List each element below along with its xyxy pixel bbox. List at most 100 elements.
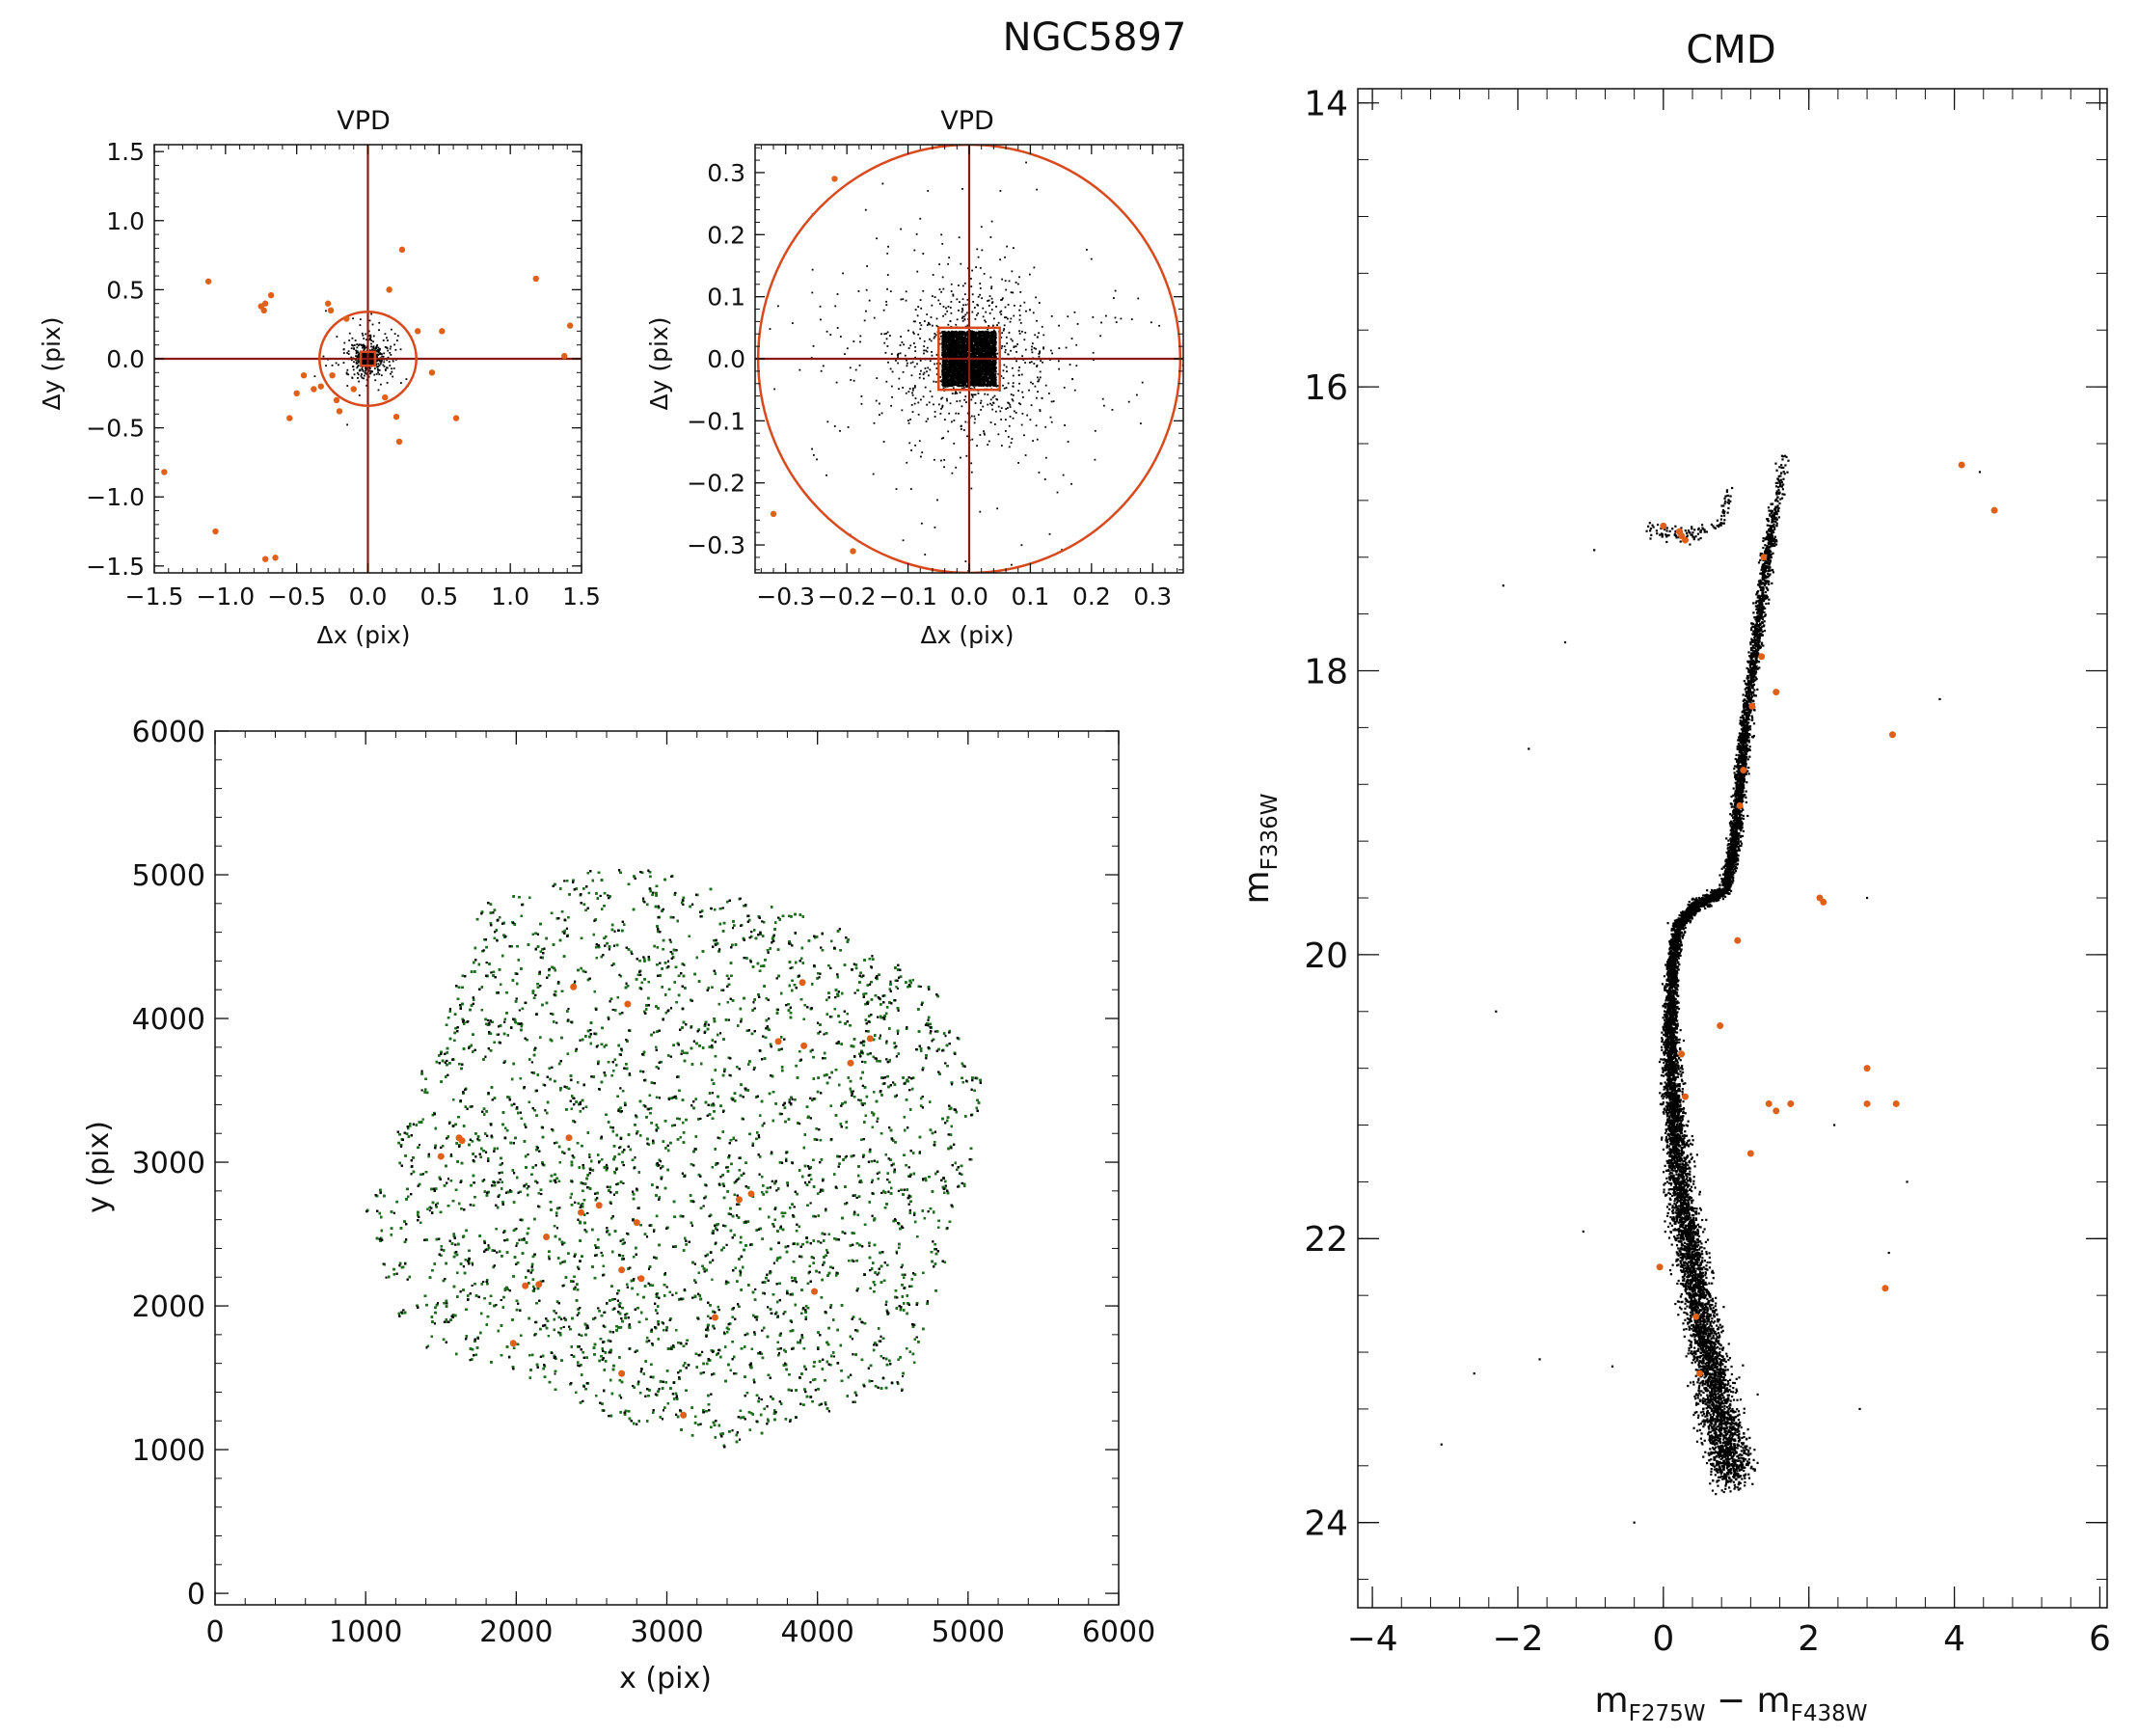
member-star: [356, 366, 359, 367]
member-star: [934, 526, 936, 529]
member-star: [949, 362, 951, 365]
member-star: [363, 355, 365, 358]
member-star: [365, 360, 366, 363]
member-star: [384, 333, 387, 336]
member-star: [935, 367, 938, 369]
member-star: [361, 373, 363, 375]
member-star: [1001, 332, 1004, 335]
member-star: [934, 411, 936, 413]
member-star: [375, 344, 378, 347]
member-star: [981, 346, 984, 349]
member-star: [941, 343, 944, 346]
member-star: [1004, 280, 1007, 283]
member-star: [322, 355, 325, 358]
member-star: [345, 372, 348, 375]
member-star: [942, 363, 945, 366]
member-star: [1012, 247, 1015, 250]
member-star: [983, 432, 986, 435]
member-star: [839, 429, 841, 432]
member-star: [372, 353, 375, 355]
member-star: [903, 343, 906, 346]
member-star: [945, 384, 948, 387]
member-star: [934, 334, 937, 337]
member-star: [1018, 330, 1020, 333]
member-star: [370, 339, 373, 341]
member-star: [944, 335, 946, 338]
member-star: [346, 368, 349, 371]
rejected-star: [333, 396, 340, 404]
member-star: [953, 380, 956, 383]
rejected-star: [286, 415, 293, 421]
member-star: [390, 372, 392, 375]
member-star: [383, 361, 386, 364]
member-star: [364, 345, 365, 348]
member-star: [991, 371, 994, 373]
member-star: [966, 312, 968, 314]
member-star: [980, 402, 982, 404]
member-star: [988, 352, 990, 355]
member-star: [1047, 393, 1050, 394]
member-star: [1011, 339, 1014, 342]
member-star: [361, 366, 364, 368]
member-star: [368, 354, 371, 357]
member-star: [977, 414, 980, 416]
member-star: [975, 313, 978, 316]
member-star: [916, 363, 918, 366]
member-star: [1049, 349, 1052, 352]
member-star: [977, 342, 980, 345]
rejected-star: [329, 371, 336, 379]
member-star: [955, 373, 958, 376]
vpd-wide-plot-area: −1.5 −1.0 −0.5 0.0 0.5 1.0 1.5−1.5−1.0−0.50.00…: [86, 138, 601, 610]
member-star: [1039, 370, 1042, 373]
member-star: [980, 375, 983, 378]
member-star: [363, 338, 365, 339]
member-star: [899, 352, 902, 355]
member-star: [1001, 278, 1004, 281]
member-star: [931, 354, 934, 357]
member-star: [361, 352, 364, 355]
member-star: [994, 410, 997, 413]
member-star: [990, 297, 993, 300]
member-star: [380, 353, 382, 356]
member-star: [933, 403, 934, 406]
member-star: [988, 312, 991, 314]
member-star: [960, 428, 962, 430]
member-star: [377, 354, 380, 356]
member-star: [986, 336, 988, 339]
member-star: [773, 388, 776, 391]
member-star: [923, 349, 926, 352]
member-star: [351, 343, 353, 346]
member-star: [979, 434, 982, 436]
member-star: [933, 337, 935, 339]
member-star: [966, 435, 968, 438]
member-star: [812, 453, 815, 456]
member-star: [1028, 389, 1030, 392]
member-star: [942, 287, 945, 290]
member-star: [364, 353, 366, 356]
member-star: [864, 208, 867, 211]
member-star: [995, 305, 997, 308]
member-star: [887, 245, 889, 248]
member-star: [842, 272, 845, 275]
member-star: [890, 353, 893, 355]
member-star: [367, 339, 370, 341]
member-star: [986, 377, 988, 379]
member-star: [993, 394, 996, 397]
rejected-star: [386, 286, 392, 293]
member-star: [378, 373, 381, 376]
member-star: [957, 366, 960, 369]
member-star: [393, 333, 396, 336]
rejected-star: [300, 371, 308, 379]
member-star: [1016, 283, 1019, 285]
member-star: [859, 335, 862, 338]
member-star: [961, 308, 963, 310]
vpd-wide-ytick-label: −0.5: [86, 415, 145, 443]
member-star: [336, 336, 338, 338]
member-star: [948, 331, 950, 334]
member-star: [939, 380, 942, 383]
member-star: [370, 370, 373, 372]
member-star: [864, 115, 866, 117]
member-star: [923, 320, 926, 322]
rejected-star: [532, 275, 539, 283]
rejected-star: [261, 556, 269, 562]
